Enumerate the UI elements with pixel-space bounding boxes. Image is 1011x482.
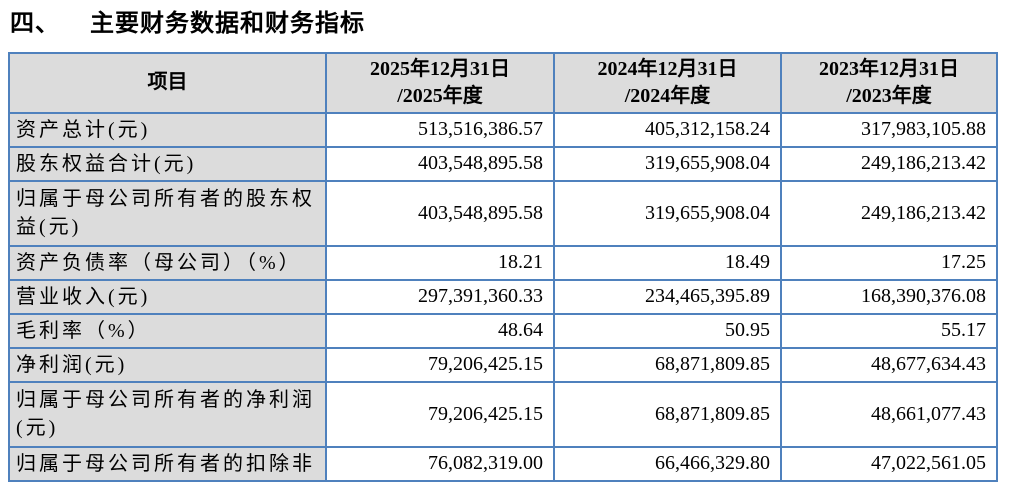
- value-2023: 17.25: [780, 244, 998, 281]
- header-cell-2025: 2025年12月31日 /2025年度: [325, 51, 555, 114]
- section-number: 四、: [10, 11, 60, 37]
- value-2024: 50.95: [553, 312, 782, 349]
- table-row-net-profit-attributable-to-parent: 归属于母公司所有者的净利润(元) 79,206,425.15 68,871,80…: [8, 380, 998, 448]
- value-2025: 76,082,319.00: [325, 445, 555, 482]
- table-row-net-profit: 净利润(元) 79,206,425.15 68,871,809.85 48,67…: [8, 346, 998, 383]
- value-2023: 168,390,376.08: [780, 278, 998, 315]
- value-2024: 18.49: [553, 244, 782, 281]
- row-label: 归属于母公司所有者的扣除非: [8, 445, 327, 482]
- table-row-equity-attributable-to-parent: 归属于母公司所有者的股东权益(元) 403,548,895.58 319,655…: [8, 179, 998, 247]
- value-2023: 48,677,634.43: [780, 346, 998, 383]
- value-2023: 47,022,561.05: [780, 445, 998, 482]
- value-2025: 513,516,386.57: [325, 111, 555, 148]
- value-2024: 66,466,329.80: [553, 445, 782, 482]
- value-2023: 249,186,213.42: [780, 145, 998, 182]
- table-row-operating-revenue: 营业收入(元) 297,391,360.33 234,465,395.89 16…: [8, 278, 998, 315]
- value-2025: 297,391,360.33: [325, 278, 555, 315]
- value-2023: 249,186,213.42: [780, 179, 998, 247]
- value-2025: 403,548,895.58: [325, 179, 555, 247]
- table-header-row: 项目 2025年12月31日 /2025年度 2024年12月31日 /2024…: [8, 51, 998, 114]
- table-row-gross-margin: 毛利率（%） 48.64 50.95 55.17: [8, 312, 998, 349]
- value-2025: 79,206,425.15: [325, 346, 555, 383]
- table-row-total-assets: 资产总计(元) 513,516,386.57 405,312,158.24 31…: [8, 111, 998, 148]
- value-2025: 18.21: [325, 244, 555, 281]
- header-cell-2024: 2024年12月31日 /2024年度: [553, 51, 782, 114]
- row-label: 资产负债率（母公司）（%）: [8, 244, 327, 281]
- financial-data-table: 项目 2025年12月31日 /2025年度 2024年12月31日 /2024…: [8, 51, 998, 482]
- value-2024: 234,465,395.89: [553, 278, 782, 315]
- value-2024: 319,655,908.04: [553, 179, 782, 247]
- value-2023: 55.17: [780, 312, 998, 349]
- value-2025: 48.64: [325, 312, 555, 349]
- row-label: 归属于母公司所有者的净利润(元): [8, 380, 327, 448]
- table-row-debt-ratio: 资产负债率（母公司）（%） 18.21 18.49 17.25: [8, 244, 998, 281]
- row-label: 营业收入(元): [8, 278, 327, 315]
- value-2025: 79,206,425.15: [325, 380, 555, 448]
- value-2024: 405,312,158.24: [553, 111, 782, 148]
- row-label: 归属于母公司所有者的股东权益(元): [8, 179, 327, 247]
- row-label: 资产总计(元): [8, 111, 327, 148]
- header-cell-2023: 2023年12月31日 /2023年度: [780, 51, 998, 114]
- table-row-net-profit-excluding-nonrecurring: 归属于母公司所有者的扣除非 76,082,319.00 66,466,329.8…: [8, 445, 998, 482]
- header-cell-item: 项目: [8, 51, 327, 114]
- row-label: 毛利率（%）: [8, 312, 327, 349]
- value-2023: 48,661,077.43: [780, 380, 998, 448]
- value-2025: 403,548,895.58: [325, 145, 555, 182]
- value-2024: 68,871,809.85: [553, 380, 782, 448]
- row-label: 净利润(元): [8, 346, 327, 383]
- row-label: 股东权益合计(元): [8, 145, 327, 182]
- value-2024: 68,871,809.85: [553, 346, 782, 383]
- section-heading: 四、 主要财务数据和财务指标: [0, 0, 1011, 39]
- value-2023: 317,983,105.88: [780, 111, 998, 148]
- section-title: 主要财务数据和财务指标: [90, 11, 365, 37]
- value-2024: 319,655,908.04: [553, 145, 782, 182]
- table-row-total-equity: 股东权益合计(元) 403,548,895.58 319,655,908.04 …: [8, 145, 998, 182]
